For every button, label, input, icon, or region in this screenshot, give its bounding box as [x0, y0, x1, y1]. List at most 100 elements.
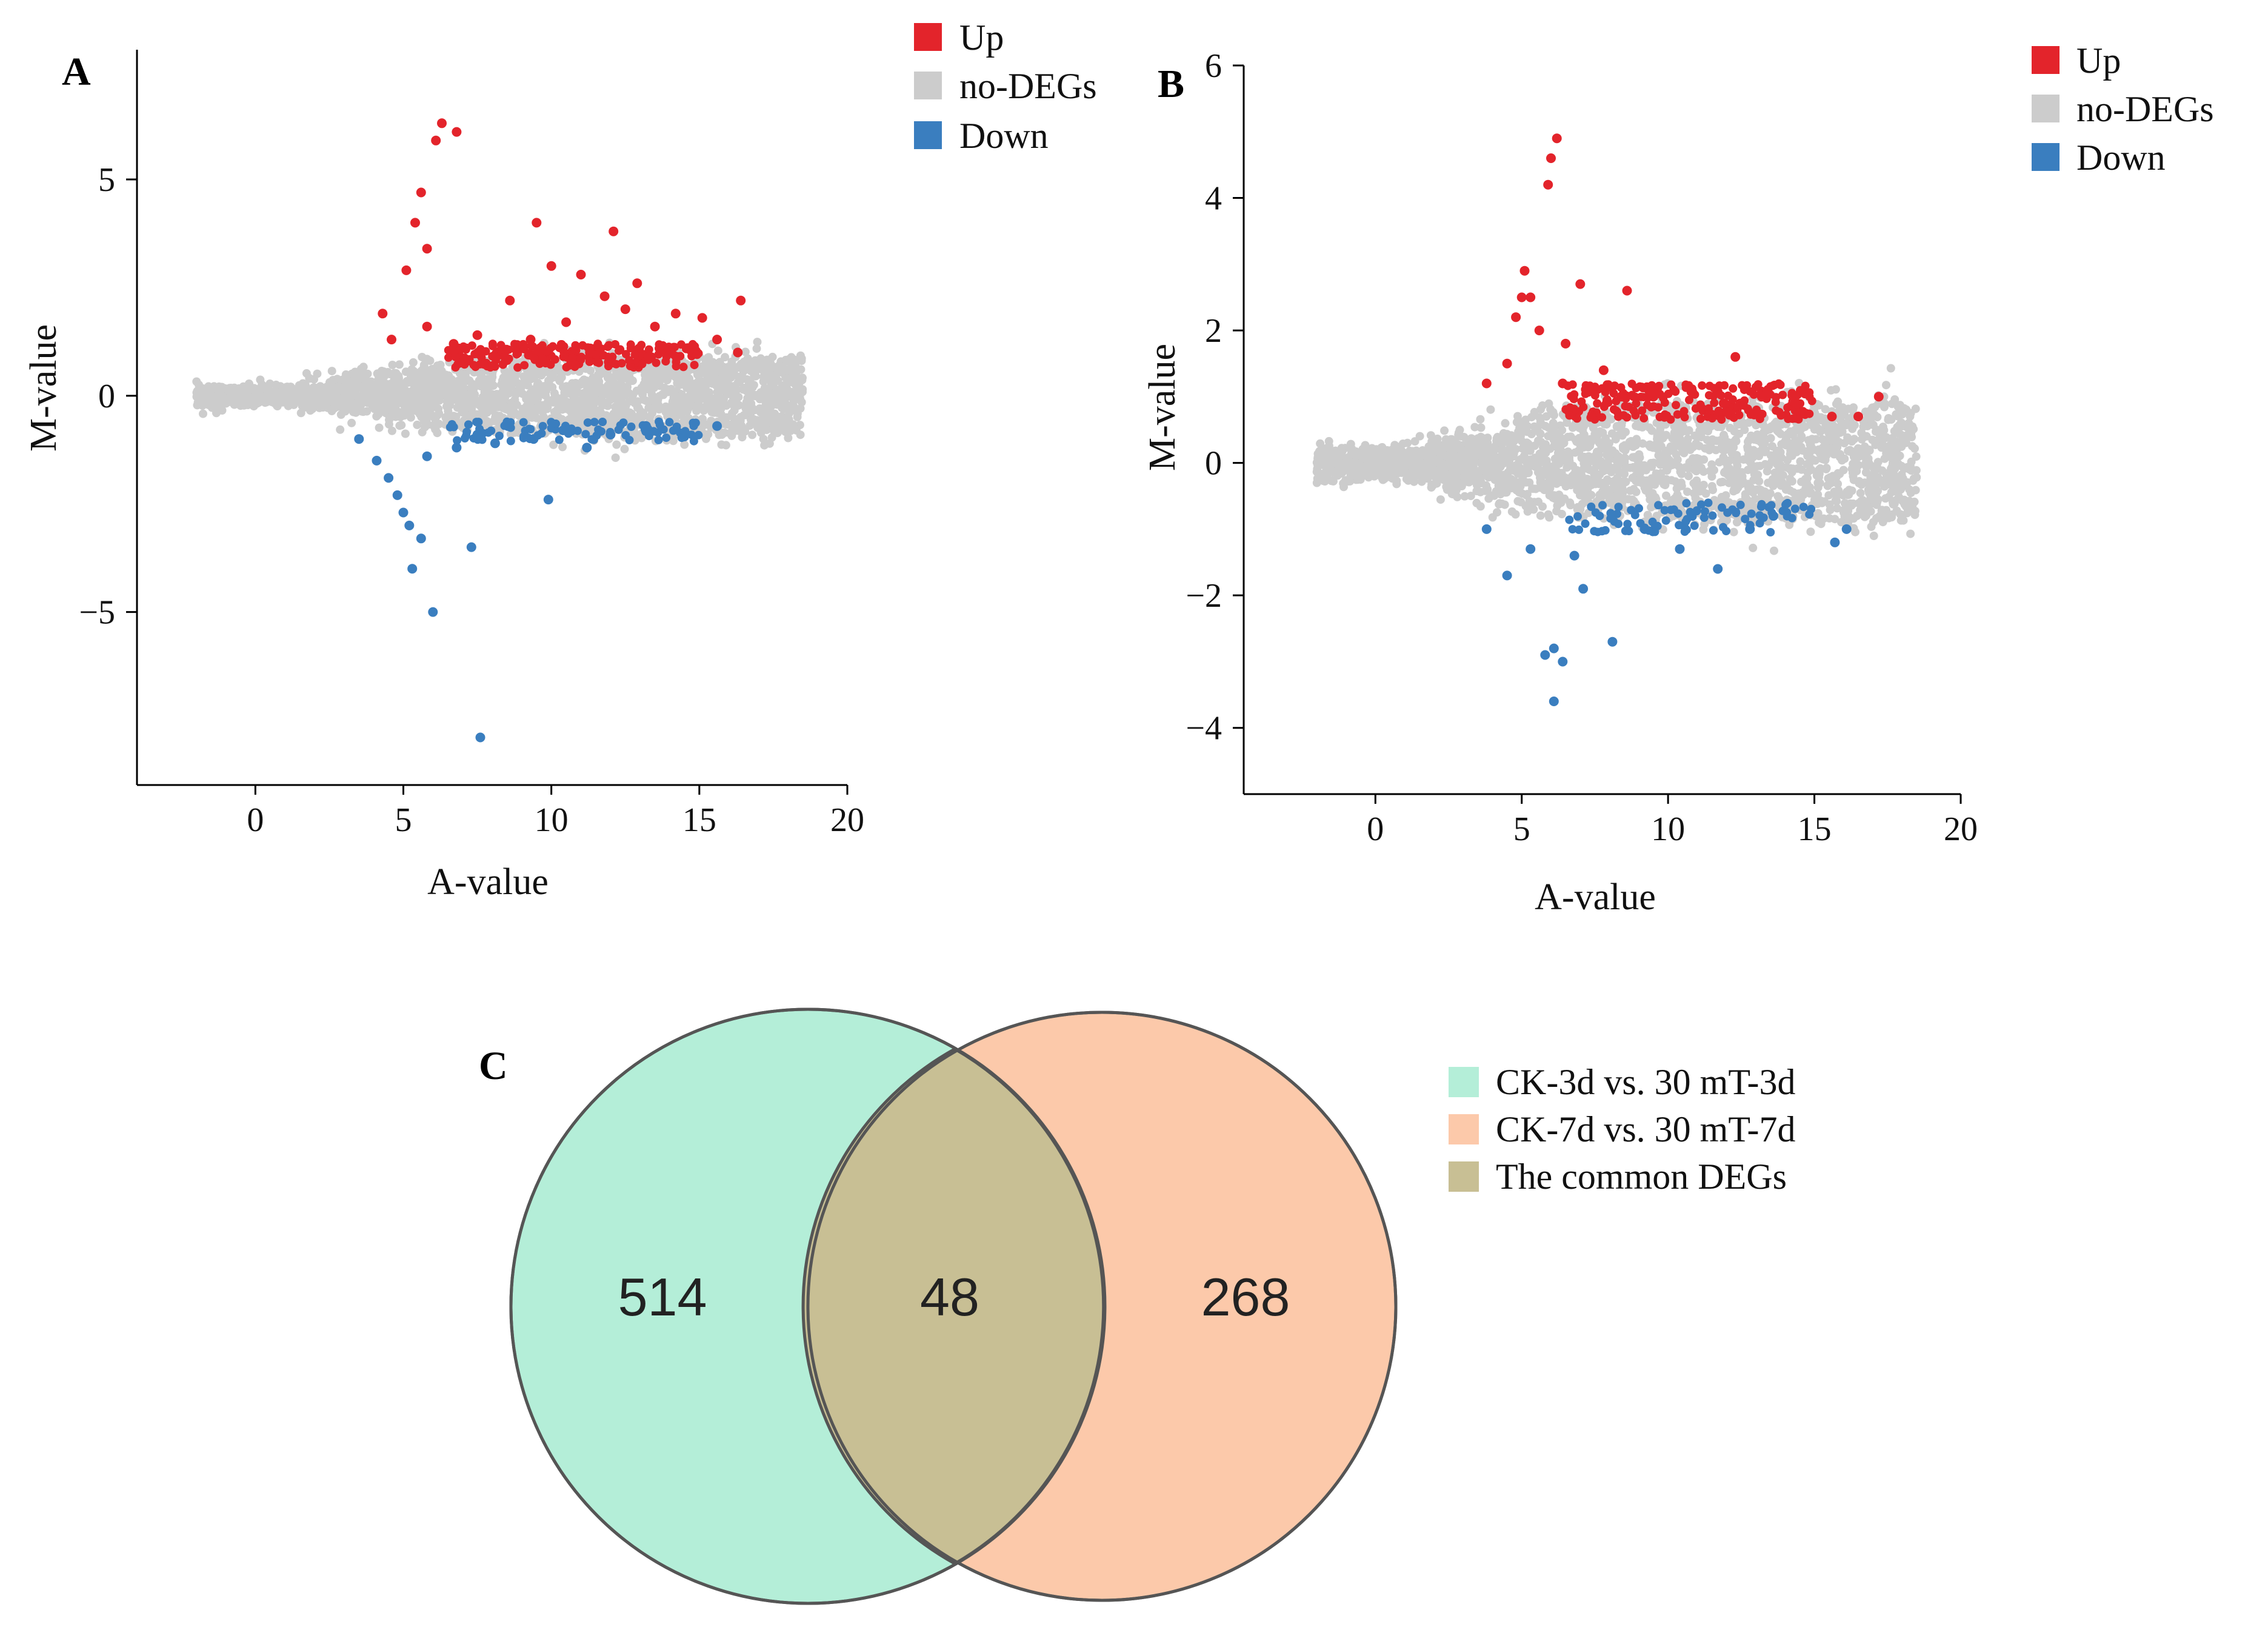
up-point: [549, 342, 558, 351]
no-deg-point: [685, 384, 694, 393]
no-deg-point: [1796, 457, 1805, 466]
no-deg-point: [1729, 438, 1738, 447]
no-deg-point: [1721, 491, 1730, 500]
up-point: [453, 360, 462, 369]
legend-down-label: Down: [959, 116, 1049, 156]
no-deg-point: [760, 441, 769, 450]
no-deg-point: [397, 421, 406, 430]
up-point: [452, 127, 462, 137]
no-deg-point: [1773, 492, 1783, 501]
no-deg-point: [519, 372, 529, 381]
down-point: [472, 418, 481, 427]
down-point: [589, 435, 598, 444]
up-point: [431, 135, 441, 145]
no-deg-point: [555, 364, 564, 373]
up-point: [655, 344, 663, 353]
no-deg-point: [215, 401, 224, 410]
no-deg-point: [624, 389, 633, 398]
no-deg-point: [1878, 466, 1887, 475]
no-deg-point: [692, 383, 700, 392]
up-point: [634, 344, 643, 353]
no-deg-point: [642, 373, 651, 383]
up-point: [542, 347, 551, 356]
no-deg-point: [302, 369, 311, 378]
no-deg-point: [491, 413, 500, 422]
no-deg-point: [1879, 426, 1889, 435]
up-point: [546, 261, 556, 271]
no-deg-point: [387, 426, 396, 435]
no-deg-point: [1806, 527, 1815, 536]
up-point: [520, 361, 529, 370]
up-point: [422, 321, 432, 332]
no-deg-point: [756, 361, 765, 370]
no-deg-point: [638, 390, 647, 399]
no-deg-point: [745, 421, 755, 430]
no-deg-point: [1749, 488, 1758, 497]
no-deg-point: [337, 400, 346, 409]
up-point: [489, 341, 497, 350]
no-deg-point: [291, 397, 299, 406]
no-deg-point: [1906, 529, 1915, 538]
no-deg-point: [581, 364, 590, 373]
legend-up-label: Up: [959, 18, 1004, 58]
no-deg-point: [734, 363, 743, 372]
no-deg-point: [628, 376, 637, 386]
no-deg-point: [725, 365, 734, 374]
no-deg-point: [615, 401, 624, 410]
down-point: [616, 421, 625, 430]
no-deg-point: [777, 424, 786, 433]
no-deg-point: [1867, 522, 1876, 531]
no-deg-point: [747, 399, 756, 408]
no-deg-point: [395, 360, 404, 369]
down-point: [484, 428, 493, 437]
up-point: [620, 304, 630, 315]
no-deg-point: [481, 381, 490, 390]
no-deg-point: [582, 380, 591, 389]
no-deg-point: [767, 433, 776, 442]
no-deg-point: [1797, 432, 1806, 441]
down-point: [519, 433, 528, 443]
no-deg-point: [576, 403, 585, 412]
no-deg-point: [1470, 423, 1479, 432]
no-deg-point: [350, 367, 359, 376]
up-point: [538, 354, 547, 363]
no-deg-point: [592, 380, 601, 389]
no-deg-point: [592, 387, 601, 396]
up-point: [416, 187, 426, 198]
down-point: [627, 423, 636, 431]
up-point: [471, 362, 480, 372]
no-deg-point: [1523, 438, 1532, 447]
no-deg-point: [1410, 477, 1418, 486]
down-point: [665, 418, 674, 427]
no-deg-point: [1699, 467, 1708, 476]
no-deg-point: [782, 366, 791, 375]
no-deg-point: [1493, 508, 1501, 517]
no-deg-point: [408, 401, 417, 410]
up-point: [644, 345, 653, 354]
up-point: [609, 226, 619, 236]
no-deg-point: [1830, 443, 1839, 452]
no-deg-point: [717, 379, 726, 389]
no-deg-point: [1821, 464, 1830, 473]
no-deg-point: [210, 383, 219, 391]
up-point: [565, 361, 574, 370]
no-deg-point: [357, 400, 366, 409]
no-deg-point: [1900, 435, 1909, 444]
down-point: [461, 434, 469, 443]
down-point: [689, 421, 698, 430]
no-deg-point: [523, 381, 532, 390]
no-deg-point: [676, 406, 685, 415]
no-deg-point: [264, 383, 273, 392]
no-deg-point: [313, 393, 322, 402]
no-deg-point: [1466, 492, 1475, 501]
no-deg-point: [708, 372, 717, 380]
no-deg-point: [1312, 478, 1321, 487]
down-point: [428, 607, 438, 617]
no-deg-point: [1864, 486, 1873, 495]
no-deg-point: [756, 354, 765, 363]
no-deg-point: [412, 372, 421, 381]
no-deg-point: [419, 361, 429, 370]
